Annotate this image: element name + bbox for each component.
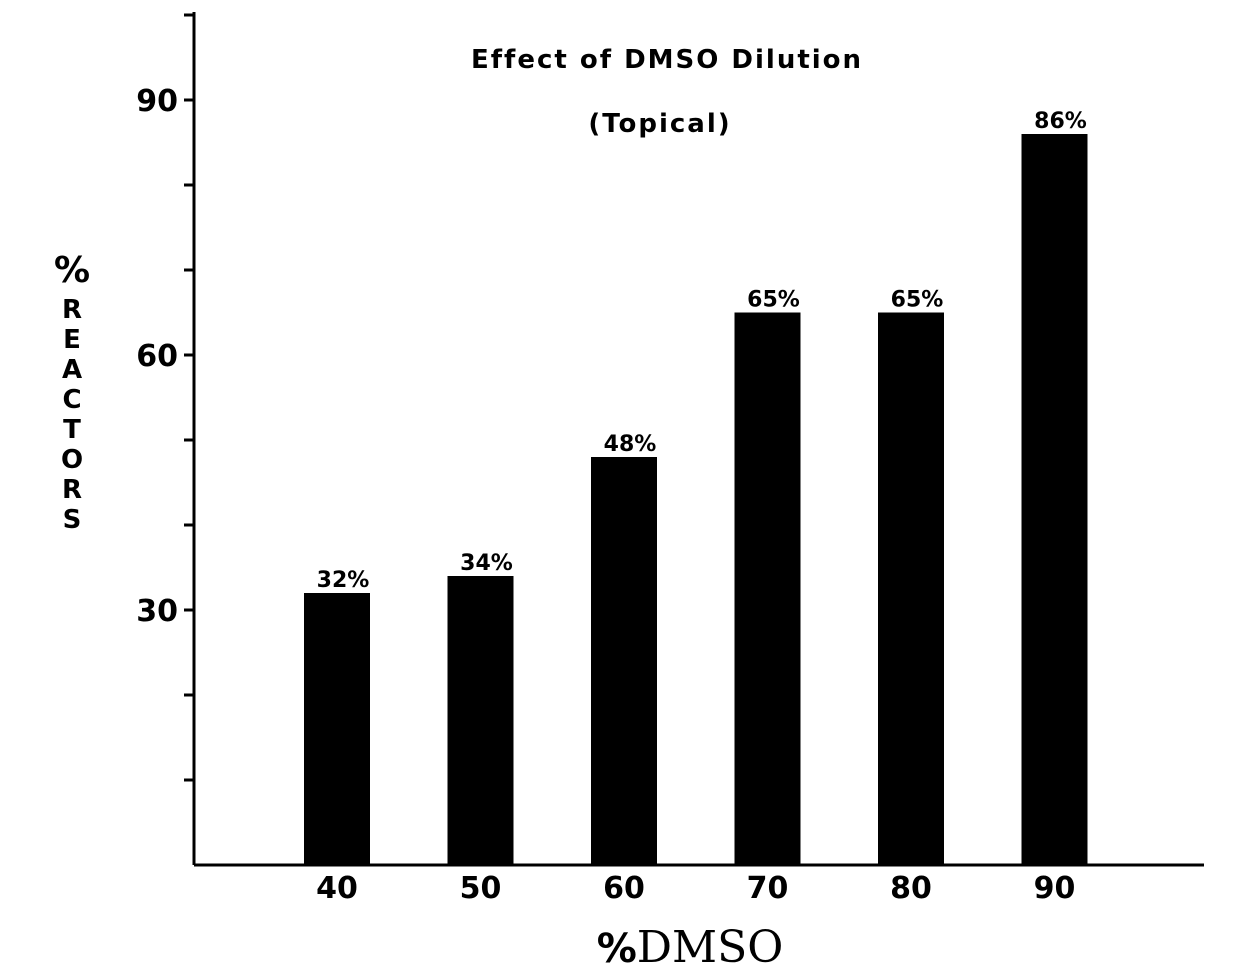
x-tick-label-50: 50: [460, 871, 502, 906]
y-tick-label: 90: [136, 84, 178, 119]
bar-70: [734, 312, 801, 865]
x-tick-labels: 40 50 60 70 80 90: [316, 871, 1075, 906]
y-axis-label-letter: R: [62, 475, 82, 505]
y-tick-label: 30: [136, 594, 178, 629]
x-axis-label-word: DMSO: [637, 922, 784, 973]
bar-80: [878, 312, 944, 865]
y-axis-label-symbol: %: [54, 250, 90, 291]
y-axis-label-letter: A: [62, 355, 82, 385]
data-label-80: 65%: [891, 288, 944, 313]
data-labels: 32% 34% 48% 65% 65% 86%: [317, 109, 1087, 593]
y-axis-label-letter: S: [63, 505, 82, 535]
y-axis-label-letter: E: [63, 325, 81, 355]
data-label-90: 86%: [1034, 109, 1087, 134]
x-tick-label-40: 40: [316, 871, 358, 906]
x-tick-label-70: 70: [747, 871, 789, 906]
x-axis-label: %DMSO: [597, 922, 784, 973]
data-label-50: 34%: [460, 551, 513, 576]
x-tick-label-80: 80: [890, 871, 932, 906]
y-axis-label-letter: O: [61, 445, 83, 475]
data-label-60: 48%: [604, 432, 657, 457]
y-ticks: 30 60 90: [136, 13, 194, 782]
y-axis-label-letter: C: [62, 385, 81, 415]
bars: [304, 134, 1088, 865]
bar-90: [1021, 134, 1088, 865]
chart-title: Effect of DMSO Dilution: [471, 45, 863, 75]
chart-subtitle: (Topical): [588, 109, 731, 139]
bar-50: [447, 576, 514, 865]
y-tick-label: 60: [136, 339, 178, 374]
x-tick-label-90: 90: [1034, 871, 1076, 906]
bar-60: [591, 457, 657, 865]
data-label-40: 32%: [317, 568, 370, 593]
x-axis-label-symbol: %: [597, 926, 637, 972]
data-label-70: 65%: [747, 288, 800, 313]
y-axis-label-letter: R: [62, 295, 82, 325]
y-axis-label-letter: T: [63, 415, 81, 445]
x-tick-label-60: 60: [603, 871, 645, 906]
bar-40: [304, 593, 370, 865]
